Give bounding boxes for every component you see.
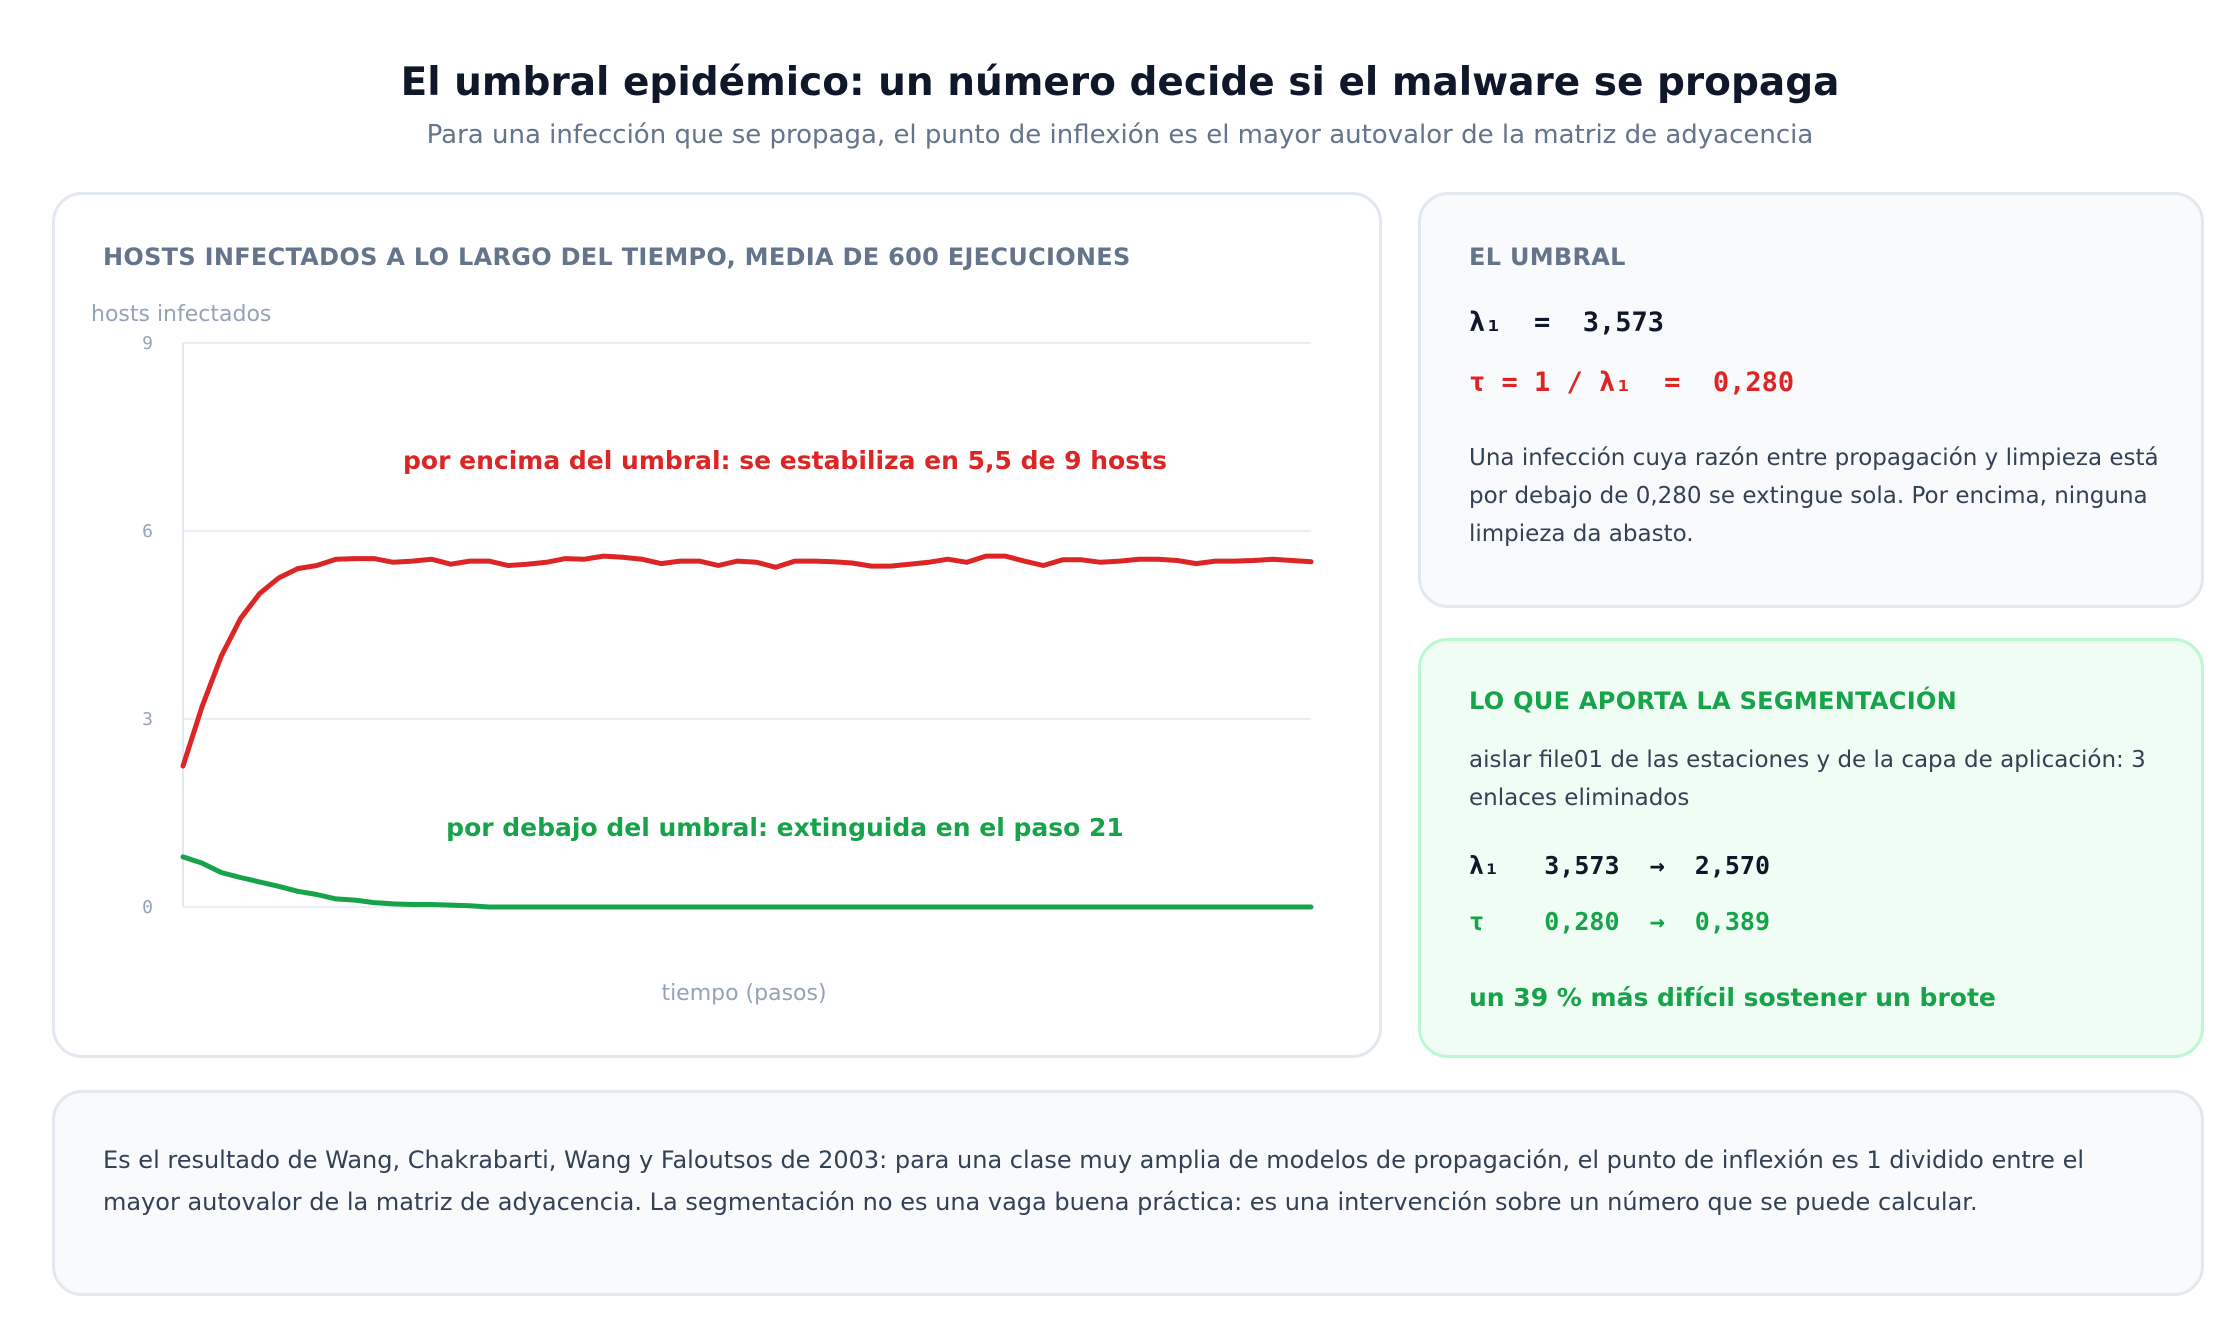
threshold-description: Una infección cuya razón entre propagaci… <box>1469 445 2159 547</box>
segmentation-heading: LO QUE APORTA LA SEGMENTACIÓN <box>1469 687 1958 715</box>
series-line-above-threshold <box>180 553 1314 769</box>
segmentation-conclusion: un 39 % más difícil sostener un brote <box>1469 983 1996 1012</box>
segmentation-lambda: λ₁ 3,573 → 2,570 <box>1469 851 1771 880</box>
segmentation-tau: τ 0,280 → 0,389 <box>1469 907 1771 936</box>
chart-heading: HOSTS INFECTADOS A LO LARGO DEL TIEMPO, … <box>103 243 1131 271</box>
footer-note: Es el resultado de Wang, Chakrabarti, Wa… <box>103 1146 2084 1216</box>
series-line-below-threshold <box>180 854 1314 910</box>
tau-value: τ = 1 / λ₁ = 0,280 <box>1469 367 1795 398</box>
annotation-above-threshold: por encima del umbral: se estabiliza en … <box>403 446 1167 475</box>
footer-note-card: Es el resultado de Wang, Chakrabarti, Wa… <box>52 1090 2204 1296</box>
annotation-below-threshold: por debajo del umbral: extinguida en el … <box>446 813 1124 842</box>
y-tick-label: 6 <box>142 521 153 542</box>
threshold-heading: EL UMBRAL <box>1469 243 1626 271</box>
threshold-card: EL UMBRAL λ₁ = 3,573 τ = 1 / λ₁ = 0,280 … <box>1418 192 2204 608</box>
y-tick-label: 3 <box>142 709 153 730</box>
y-tick-label: 0 <box>142 897 153 918</box>
x-axis-label: tiempo (pasos) <box>661 981 826 1006</box>
lambda-value: λ₁ = 3,573 <box>1469 307 1665 338</box>
segmentation-description: aislar file01 de las estaciones y de la … <box>1469 747 2146 811</box>
y-tick-label: 9 <box>142 333 153 354</box>
page-subtitle: Para una infección que se propaga, el pu… <box>426 120 1814 150</box>
y-axis-label: hosts infectados <box>91 302 271 327</box>
page-title: El umbral epidémico: un número decide si… <box>400 60 1840 105</box>
chart-card: HOSTS INFECTADOS A LO LARGO DEL TIEMPO, … <box>52 192 1382 1058</box>
infection-line-chart: 0 3 6 9 hosts infectados tiempo (pasos) por… <box>91 302 1314 1006</box>
segmentation-card: LO QUE APORTA LA SEGMENTACIÓN aislar fil… <box>1418 638 2204 1058</box>
